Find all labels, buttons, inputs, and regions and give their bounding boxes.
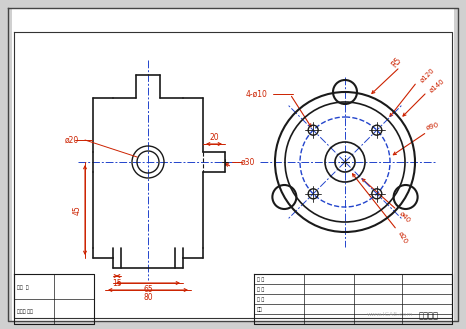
Text: www.ICAE.com: www.ICAE.com (367, 313, 413, 317)
Text: 15: 15 (112, 280, 122, 289)
Text: 标题栏 文字: 标题栏 文字 (17, 309, 33, 314)
Text: 80: 80 (143, 292, 153, 301)
Text: ø90: ø90 (426, 121, 440, 131)
Text: R5: R5 (390, 55, 404, 69)
Text: 图框  页: 图框 页 (17, 285, 28, 290)
Text: ø140: ø140 (428, 78, 445, 94)
Text: 材料: 材料 (257, 307, 263, 312)
Text: 图 号: 图 号 (257, 296, 264, 301)
Text: ø20: ø20 (397, 231, 409, 245)
Text: ø120: ø120 (418, 67, 435, 83)
Text: ø40: ø40 (398, 210, 412, 224)
Text: 65: 65 (143, 286, 153, 294)
Text: 件 号: 件 号 (257, 287, 264, 291)
Text: 比 例: 比 例 (257, 276, 264, 282)
Text: 三端凸缘: 三端凸缘 (419, 312, 439, 320)
Text: ø20: ø20 (65, 136, 79, 144)
Text: ø30: ø30 (241, 158, 255, 166)
Polygon shape (12, 8, 454, 321)
Text: 20: 20 (209, 134, 219, 142)
Text: 4-ø10: 4-ø10 (246, 89, 268, 98)
Text: 45: 45 (73, 205, 82, 215)
